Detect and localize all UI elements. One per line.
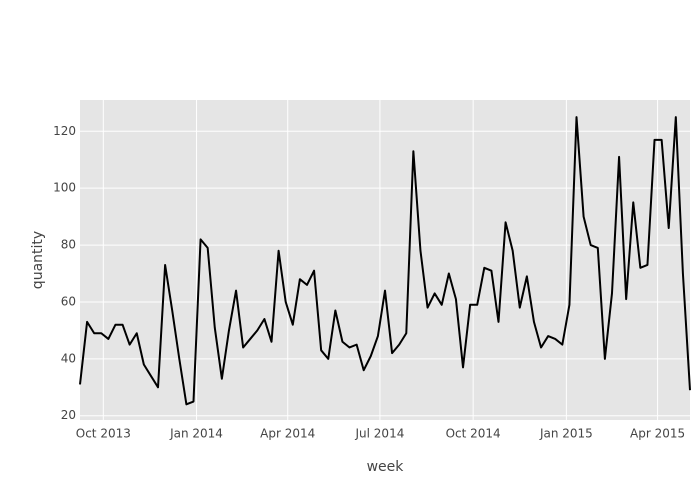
x-tick-label: Oct 2014 [446, 427, 501, 441]
y-tick-label: 120 [53, 124, 76, 138]
y-tick-label: 100 [53, 181, 76, 195]
x-tick-label: Oct 2013 [76, 427, 131, 441]
y-tick-label: 60 [61, 294, 76, 308]
x-tick-label: Apr 2015 [630, 427, 685, 441]
x-tick-label: Jan 2014 [169, 427, 223, 441]
y-axis-title: quantity [30, 231, 46, 289]
x-axis-title: week [367, 459, 405, 475]
x-tick-label: Apr 2014 [260, 427, 315, 441]
plot-area [80, 100, 690, 420]
x-tick-label: Jul 2014 [355, 427, 405, 441]
x-tick-label: Jan 2015 [539, 427, 593, 441]
y-tick-label: 40 [61, 351, 76, 365]
data-line [79, 116, 691, 406]
y-tick-label: 80 [61, 238, 76, 252]
y-tick-label: 20 [61, 408, 76, 422]
